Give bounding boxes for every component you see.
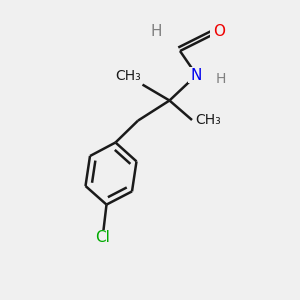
Text: CH₃: CH₃ — [195, 113, 221, 127]
FancyBboxPatch shape — [213, 71, 228, 86]
FancyBboxPatch shape — [149, 24, 163, 39]
Text: O: O — [213, 24, 225, 39]
Text: CH₃: CH₃ — [115, 69, 141, 83]
Text: H: H — [150, 24, 162, 39]
Text: H: H — [215, 72, 226, 86]
FancyBboxPatch shape — [210, 24, 228, 39]
Text: Cl: Cl — [95, 230, 110, 245]
FancyBboxPatch shape — [188, 67, 205, 83]
Text: N: N — [191, 68, 202, 82]
FancyBboxPatch shape — [92, 230, 113, 245]
